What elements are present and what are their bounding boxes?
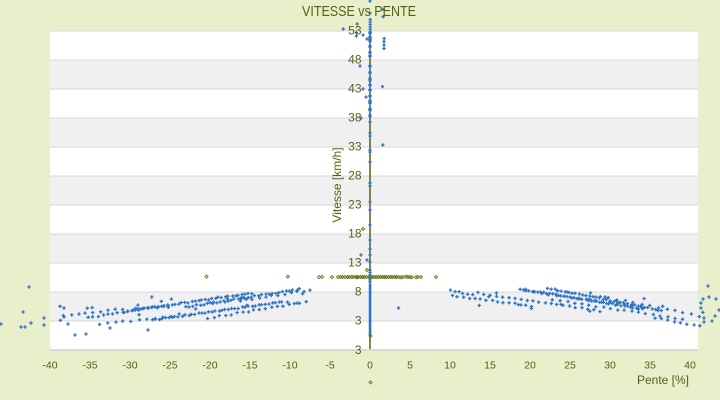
svg-text:-35: -35 xyxy=(82,360,97,372)
svg-text:38: 38 xyxy=(348,111,362,125)
svg-text:48: 48 xyxy=(348,53,362,67)
svg-text:33: 33 xyxy=(348,140,362,154)
svg-text:28: 28 xyxy=(348,169,362,183)
svg-text:-20: -20 xyxy=(202,360,217,372)
svg-text:-25: -25 xyxy=(162,360,177,372)
svg-text:23: 23 xyxy=(348,198,362,212)
svg-text:10: 10 xyxy=(444,360,456,372)
svg-text:35: 35 xyxy=(644,360,656,372)
svg-text:18: 18 xyxy=(348,227,362,241)
svg-text:40: 40 xyxy=(684,360,696,372)
svg-text:-10: -10 xyxy=(282,360,297,372)
svg-text:Pente [%]: Pente [%] xyxy=(637,373,689,387)
svg-text:53: 53 xyxy=(348,24,362,38)
svg-text:25: 25 xyxy=(564,360,576,372)
svg-text:13: 13 xyxy=(348,256,362,270)
svg-text:20: 20 xyxy=(524,360,536,372)
svg-text:43: 43 xyxy=(348,82,362,96)
svg-text:VITESSE vs PENTE: VITESSE vs PENTE xyxy=(302,3,416,20)
svg-text:15: 15 xyxy=(484,360,496,372)
svg-text:3: 3 xyxy=(355,314,362,328)
svg-text:0: 0 xyxy=(367,360,373,372)
svg-text:8: 8 xyxy=(355,285,362,299)
svg-text:-15: -15 xyxy=(242,360,257,372)
svg-text:5: 5 xyxy=(407,360,413,372)
svg-text:-40: -40 xyxy=(42,360,57,372)
svg-text:3: 3 xyxy=(355,343,362,357)
svg-text:-30: -30 xyxy=(122,360,137,372)
svg-text:30: 30 xyxy=(604,360,616,372)
svg-text:Vitesse [km/h]: Vitesse [km/h] xyxy=(330,147,344,222)
svg-text:-5: -5 xyxy=(325,360,334,372)
